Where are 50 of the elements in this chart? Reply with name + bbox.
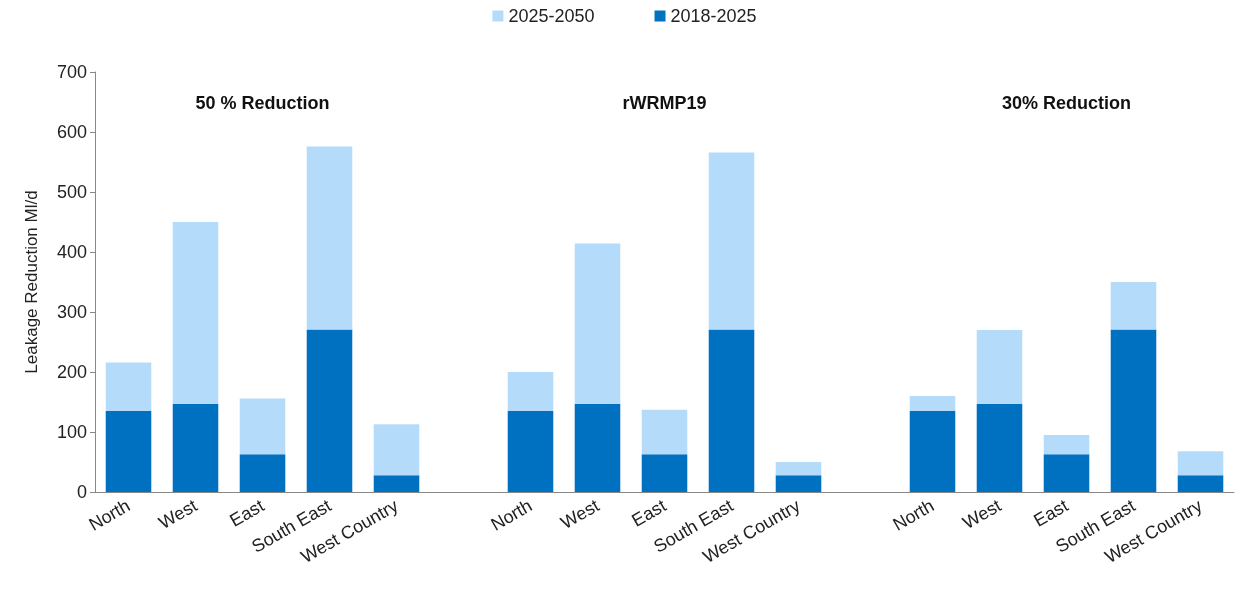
- legend-label: 2025-2050: [508, 6, 595, 26]
- bar: [1110, 282, 1157, 330]
- x-tick-label: West: [155, 495, 201, 533]
- bar: [708, 152, 755, 330]
- bar: [507, 372, 554, 411]
- bar: [641, 409, 688, 455]
- y-tick-label: 400: [56, 242, 87, 262]
- bar: [306, 146, 353, 330]
- bar: [172, 403, 219, 492]
- x-tick-label: North: [889, 495, 938, 535]
- y-tick-label: 600: [56, 122, 87, 142]
- bar: [574, 243, 621, 404]
- x-tick-label: West: [557, 495, 603, 533]
- bar: [105, 362, 152, 411]
- bar: [239, 454, 286, 492]
- bar: [105, 411, 152, 492]
- bar: [1177, 475, 1224, 492]
- y-tick-label: 200: [56, 362, 87, 382]
- annotation: rWRMP19: [622, 93, 707, 113]
- y-tick-label: 700: [56, 62, 87, 82]
- bar: [976, 330, 1023, 404]
- bar: [1043, 454, 1090, 492]
- bar: [708, 329, 755, 492]
- bar: [373, 424, 420, 476]
- bar: [239, 398, 286, 455]
- bar: [574, 403, 621, 492]
- bar: [172, 222, 219, 404]
- y-tick-label: 0: [76, 482, 87, 502]
- bar: [775, 475, 822, 492]
- bar: [775, 462, 822, 476]
- legend-label: 2018-2025: [670, 6, 757, 26]
- annotation: 50 % Reduction: [195, 93, 330, 113]
- y-tick-label: 300: [56, 302, 87, 322]
- x-tick-label: West: [959, 495, 1005, 533]
- bar: [909, 411, 956, 492]
- bar: [1043, 435, 1090, 455]
- bar: [507, 411, 554, 492]
- x-tick-label: North: [85, 495, 134, 535]
- bar: [373, 475, 420, 492]
- bar: [306, 329, 353, 492]
- bar: [909, 396, 956, 411]
- y-tick-label: 100: [56, 422, 87, 442]
- bar: [1177, 451, 1224, 476]
- bar: [1110, 329, 1157, 492]
- bar: [641, 454, 688, 492]
- y-axis-title: Leakage Reduction Ml/d: [22, 190, 41, 374]
- annotation: 30% Reduction: [1001, 93, 1132, 113]
- bar: [976, 403, 1023, 492]
- y-tick-label: 500: [56, 182, 87, 202]
- x-tick-label: North: [487, 495, 536, 535]
